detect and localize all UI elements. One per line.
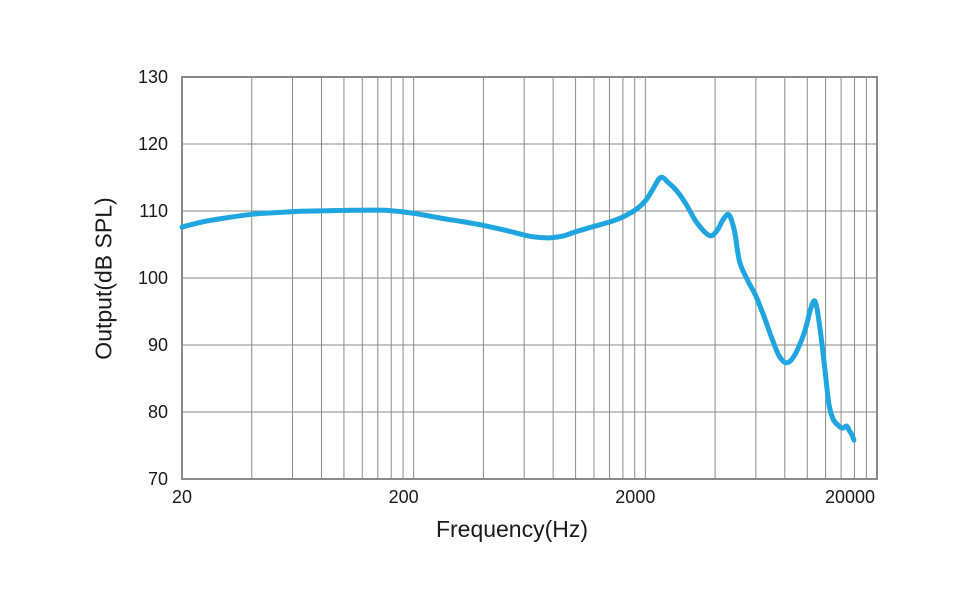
- grid: [181, 76, 878, 480]
- plot-border: [181, 76, 878, 480]
- y-tick-label: 110: [139, 201, 168, 221]
- y-tick-label: 100: [137, 268, 168, 288]
- y-tick-label: 90: [147, 335, 168, 355]
- y-tick-label: 130: [137, 67, 168, 87]
- x-tick-label: 200: [388, 487, 419, 507]
- y-tick-label: 70: [147, 469, 168, 489]
- response-curve: [179, 174, 857, 443]
- x-axis-title: Frequency(Hz): [435, 516, 589, 542]
- y-tick-label: 120: [137, 134, 168, 154]
- y-tick-label: 80: [147, 402, 168, 422]
- x-tick-label: 2000: [615, 487, 656, 507]
- x-tick-label: 20000: [824, 487, 876, 507]
- x-tick-label: 20: [171, 487, 193, 507]
